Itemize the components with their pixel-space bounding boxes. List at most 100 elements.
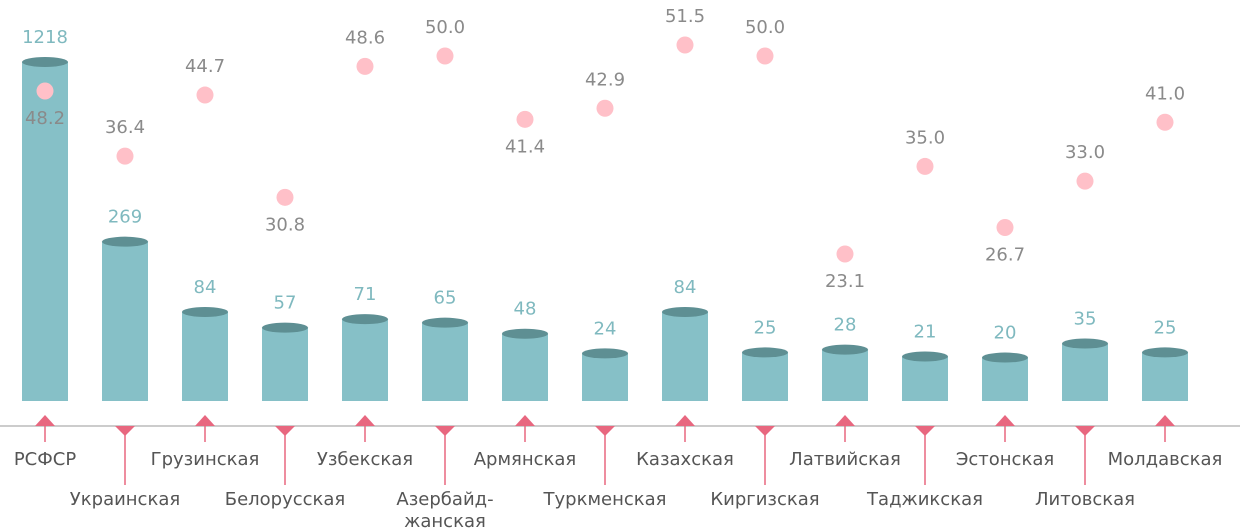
x-tick-label: Таджикская <box>866 489 983 510</box>
dot-label: 23.1 <box>825 271 865 292</box>
bar-top <box>662 306 708 317</box>
marker <box>435 426 455 436</box>
bar <box>582 353 628 401</box>
bar <box>182 311 228 401</box>
dot-label: 33.0 <box>1065 142 1105 163</box>
dot <box>916 157 934 175</box>
x-tick-label: Эстонская <box>956 449 1054 470</box>
bar-top <box>902 351 948 362</box>
dot <box>676 36 694 54</box>
bar-top <box>22 57 68 67</box>
bar-top <box>342 314 388 325</box>
bar-label: 1218 <box>22 27 68 48</box>
bar-label: 35 <box>1074 309 1097 330</box>
bar <box>22 62 68 401</box>
bar <box>342 319 388 401</box>
bar-top <box>1062 338 1108 349</box>
dot-label: 30.8 <box>265 214 305 235</box>
bar-top <box>502 328 548 339</box>
x-tick-label: Туркменская <box>543 489 667 510</box>
bar <box>982 357 1028 401</box>
bar <box>742 352 788 401</box>
bar-label: 84 <box>194 277 217 298</box>
bar-label: 21 <box>914 321 937 342</box>
marker <box>195 415 215 426</box>
dot-label: 35.0 <box>905 127 945 148</box>
dot <box>436 47 454 65</box>
x-tick-label: Латвийская <box>789 449 901 470</box>
bar <box>262 327 308 401</box>
bar <box>662 311 708 401</box>
bar <box>422 322 468 401</box>
dot-label: 41.4 <box>505 136 545 157</box>
marker <box>515 415 535 426</box>
x-tick-label: Узбекская <box>317 449 413 470</box>
dot <box>516 110 534 128</box>
dot <box>36 82 54 100</box>
marker <box>995 415 1015 426</box>
bar-top <box>182 306 228 317</box>
dot-label: 41.0 <box>1145 83 1185 104</box>
marker <box>835 415 855 426</box>
marker <box>115 426 135 436</box>
dot-label: 42.9 <box>585 69 625 90</box>
bar-label: 24 <box>594 318 617 339</box>
x-tick-label: Украинская <box>70 489 180 510</box>
dot <box>356 57 374 75</box>
dot <box>756 47 774 65</box>
bar-top <box>582 348 628 359</box>
dot <box>836 245 854 263</box>
bar-label: 48 <box>514 299 537 320</box>
bar-label: 57 <box>274 293 297 314</box>
x-tick-label: Молдавская <box>1108 449 1223 470</box>
dot <box>116 147 134 165</box>
bar <box>902 356 948 401</box>
dot <box>1156 113 1174 131</box>
bar <box>1062 343 1108 401</box>
marker <box>1155 415 1175 426</box>
x-tick-label: Армянская <box>474 449 577 470</box>
dot <box>1076 172 1094 190</box>
dot-label: 51.5 <box>665 6 705 27</box>
bar <box>822 349 868 401</box>
bar-label: 65 <box>434 288 457 309</box>
dot-label: 48.6 <box>345 27 385 48</box>
x-tick-label: Грузинская <box>151 449 260 470</box>
x-tick-label: Белорусская <box>225 489 346 510</box>
bar-top <box>262 322 308 333</box>
x-tick-label: РСФСР <box>14 449 76 470</box>
bar-label: 28 <box>834 315 857 336</box>
dot-label: 44.7 <box>185 56 225 77</box>
dot <box>276 188 294 206</box>
x-tick-label: Казахская <box>636 449 734 470</box>
bar-top <box>982 352 1028 363</box>
marker <box>915 426 935 436</box>
bar-label: 84 <box>674 277 697 298</box>
dot-label: 48.2 <box>25 108 65 129</box>
bar-label: 25 <box>754 317 777 338</box>
bar-top <box>102 236 148 247</box>
bar <box>502 333 548 401</box>
dot-label: 50.0 <box>745 17 785 38</box>
marker <box>675 415 695 426</box>
marker <box>755 426 775 436</box>
bar-label: 20 <box>994 323 1017 344</box>
x-tick-label: Литовская <box>1035 489 1135 510</box>
bar-label: 25 <box>1154 317 1177 338</box>
bar-top <box>1142 347 1188 358</box>
x-tick-label: Азербайд-жанская <box>396 489 493 531</box>
bar-top <box>822 344 868 355</box>
marker <box>35 415 55 426</box>
dot <box>996 219 1014 237</box>
bar <box>102 241 148 401</box>
dot-label: 36.4 <box>105 117 145 138</box>
marker <box>275 426 295 436</box>
bar-label: 269 <box>108 207 142 228</box>
x-tick-label: Киргизская <box>710 489 819 510</box>
dot <box>196 86 214 104</box>
marker <box>355 415 375 426</box>
dot-label: 50.0 <box>425 17 465 38</box>
bar <box>1142 352 1188 401</box>
bar-label: 71 <box>354 284 377 305</box>
dot-label: 26.7 <box>985 245 1025 266</box>
